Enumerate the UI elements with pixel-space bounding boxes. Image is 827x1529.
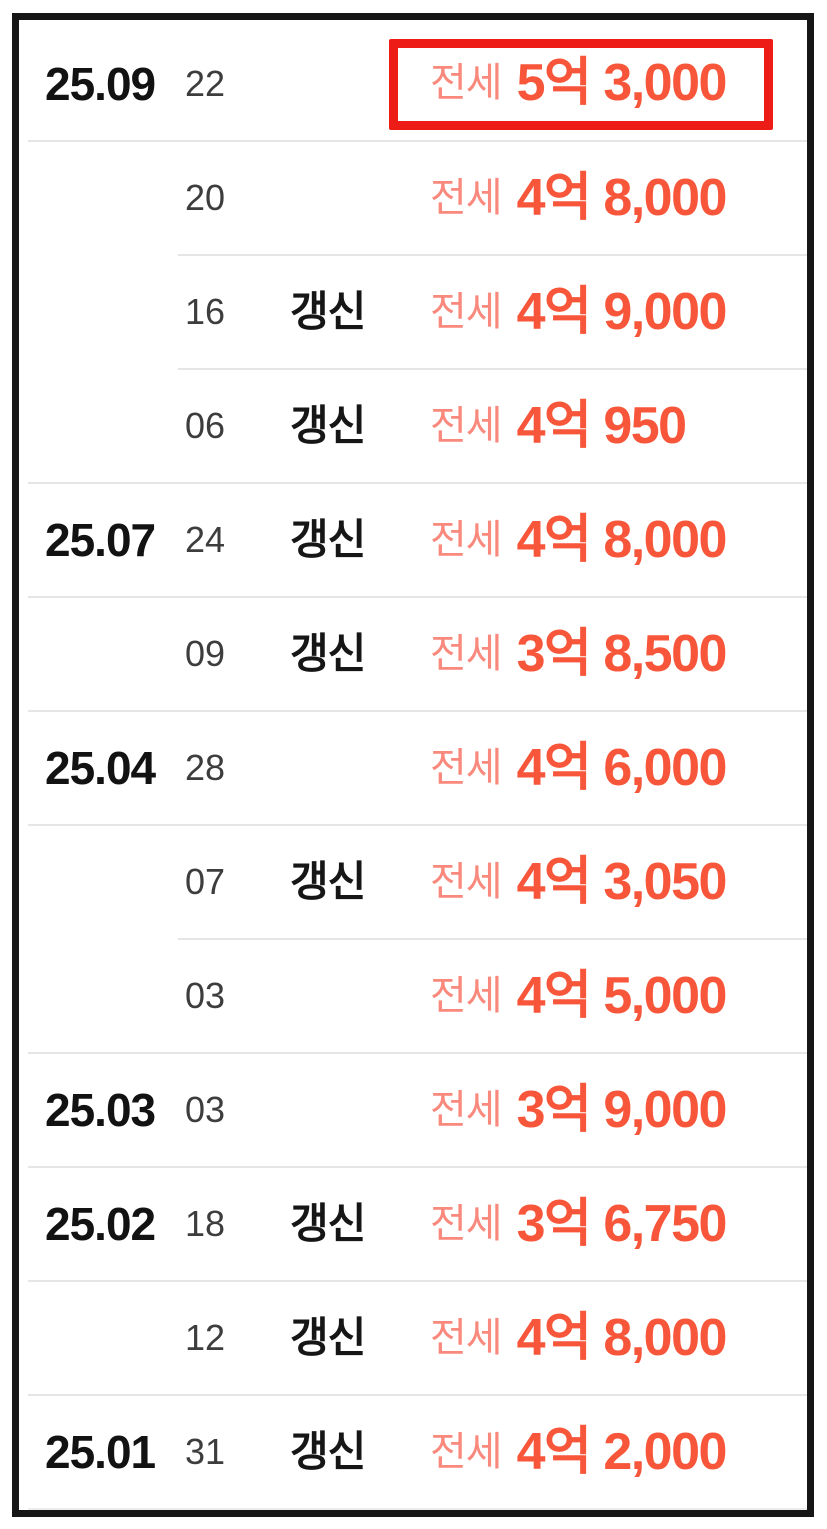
row-divider [178,938,807,940]
row-divider [28,824,807,826]
price-group: 전세 4억 2,000 [430,1423,728,1481]
price-value: 5억 3,000 [516,53,728,112]
row-divider [28,1508,807,1510]
price-group: 전세 4억 6,000 [430,739,728,797]
transaction-month: 25.07 [45,514,156,566]
row-divider [28,482,807,484]
transaction-row[interactable]: 25.03 03 전세 3억 9,000 [19,1054,807,1166]
lease-type-label: 전세 [430,518,503,562]
price-group: 전세 4억 8,000 [430,169,728,227]
lease-type-label: 전세 [430,632,503,676]
transaction-day: 07 [185,861,226,902]
transaction-row[interactable]: 20 전세 4억 8,000 [19,142,807,254]
price-value: 3억 9,000 [516,1081,728,1139]
transaction-row[interactable]: 16 갱신 전세 4억 9,000 [19,256,807,368]
transaction-month: 25.01 [45,1426,156,1478]
row-divider [28,140,807,142]
transaction-day: 16 [185,291,226,332]
transaction-month: 25.03 [45,1084,156,1136]
transaction-day: 24 [185,519,226,560]
row-divider [28,596,807,598]
renewal-label: 갱신 [290,858,366,905]
transaction-day: 03 [185,1089,226,1130]
price-group-highlight-box: 전세 5억 3,000 [389,38,773,130]
transaction-row[interactable]: 25.02 18 갱신 전세 3억 6,750 [19,1168,807,1280]
transaction-row[interactable]: 12 갱신 전세 4억 8,000 [19,1282,807,1394]
price-value: 4억 8,000 [516,1309,728,1367]
lease-type-label: 전세 [430,1430,503,1474]
transaction-day: 18 [185,1203,226,1244]
transaction-row[interactable]: 25.01 31 갱신 전세 4억 2,000 [19,1396,807,1508]
price-group: 전세 3억 8,500 [430,625,728,683]
lease-type-label: 전세 [430,1202,503,1246]
price-value: 3억 6,750 [516,1195,728,1253]
transaction-list-panel: 25.09 22 전세 5억 3,000 20 전세 4억 8,000 16 갱… [12,13,814,1517]
renewal-label: 갱신 [290,288,366,335]
renewal-label: 갱신 [290,1200,366,1247]
price-group: 전세 4억 8,000 [430,511,728,569]
transaction-month: 25.09 [45,58,156,110]
price-group: 전세 4억 950 [430,397,687,455]
price-value: 4억 9,000 [516,283,728,341]
lease-type-label: 전세 [430,404,503,448]
lease-type-label: 전세 [430,176,503,220]
lease-type-label: 전세 [430,746,503,790]
price-group: 전세 3억 6,750 [430,1195,728,1253]
transaction-day: 22 [185,63,226,104]
transaction-row[interactable]: 07 갱신 전세 4억 3,050 [19,826,807,938]
transaction-rows: 25.09 22 전세 5억 3,000 20 전세 4억 8,000 16 갱… [19,20,807,1510]
lease-type-label: 전세 [430,60,503,105]
price-value: 3억 8,500 [516,625,728,683]
price-value: 4억 8,000 [516,511,728,569]
lease-type-label: 전세 [430,1088,503,1132]
transaction-day: 06 [185,405,226,446]
row-divider [28,1280,807,1282]
lease-type-label: 전세 [430,860,503,904]
row-divider [28,1166,807,1168]
renewal-label: 갱신 [290,402,366,449]
transaction-row[interactable]: 09 갱신 전세 3억 8,500 [19,598,807,710]
price-value: 4억 5,000 [516,967,728,1025]
transaction-day: 28 [185,747,226,788]
row-divider [178,254,807,256]
lease-type-label: 전세 [430,1316,503,1360]
price-value: 4억 2,000 [516,1423,728,1481]
price-group: 전세 4억 9,000 [430,283,728,341]
row-divider [178,368,807,370]
transaction-row[interactable]: 25.09 22 전세 5억 3,000 [19,28,807,140]
transaction-day: 31 [185,1431,226,1472]
transaction-month: 25.04 [45,742,156,794]
renewal-label: 갱신 [290,630,366,677]
renewal-label: 갱신 [290,516,366,563]
transaction-row[interactable]: 03 전세 4억 5,000 [19,940,807,1052]
renewal-label: 갱신 [290,1314,366,1361]
transaction-day: 03 [185,975,226,1016]
price-group: 전세 3억 9,000 [430,1081,728,1139]
price-group: 전세 4억 5,000 [430,967,728,1025]
price-value: 4억 950 [516,397,687,455]
price-value: 4억 3,050 [516,853,728,911]
transaction-day: 12 [185,1317,226,1358]
transaction-row[interactable]: 06 갱신 전세 4억 950 [19,370,807,482]
transaction-month: 25.02 [45,1198,156,1250]
price-group: 전세 4억 8,000 [430,1309,728,1367]
row-divider [28,710,807,712]
transaction-row[interactable]: 25.04 28 전세 4억 6,000 [19,712,807,824]
price-group: 전세 4억 3,050 [430,853,728,911]
renewal-label: 갱신 [290,1428,366,1475]
transaction-day: 09 [185,633,226,674]
price-value: 4억 8,000 [516,169,728,227]
lease-type-label: 전세 [430,290,503,334]
row-divider [28,1394,807,1396]
transaction-day: 20 [185,177,226,218]
transaction-row[interactable]: 25.07 24 갱신 전세 4억 8,000 [19,484,807,596]
row-divider [28,1052,807,1054]
lease-type-label: 전세 [430,974,503,1018]
price-value: 4억 6,000 [516,739,728,797]
